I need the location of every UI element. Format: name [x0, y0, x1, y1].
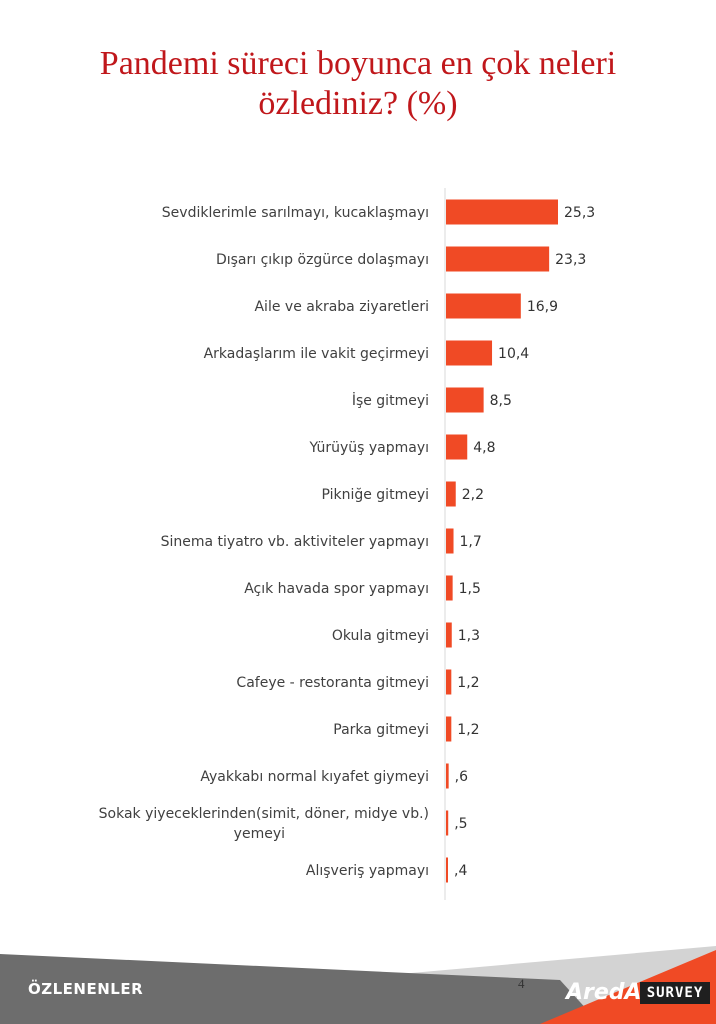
bar-4 — [446, 387, 484, 413]
bar-9 — [446, 622, 452, 648]
category-label-10: Cafeye - restoranta gitmeyi — [236, 675, 429, 691]
bar-7 — [446, 528, 454, 554]
bar-11 — [446, 716, 452, 742]
bar-2 — [446, 293, 521, 319]
value-label-6: 2,2 — [462, 487, 484, 503]
bar-0 — [446, 199, 558, 225]
value-label-9: 1,3 — [458, 628, 480, 644]
category-label-13: Sokak yiyeceklerinden(simit, döner, midy… — [99, 806, 429, 842]
value-label-14: ,4 — [454, 863, 467, 879]
brand-logo-text: ArеdA — [566, 980, 642, 1005]
category-label-5: Yürüyüş yapmayı — [309, 440, 430, 456]
bar-14 — [446, 857, 448, 883]
chart-title-line-1: Pandemi süreci boyunca en çok neleri — [99, 45, 617, 82]
chart-title: Pandemi süreci boyunca en çok neleri özl… — [40, 44, 676, 124]
bar-6 — [446, 481, 456, 507]
section-label: ÖZLENENLER — [28, 980, 144, 998]
value-label-11: 1,2 — [457, 722, 479, 738]
value-label-3: 10,4 — [498, 346, 529, 362]
category-label-9: Okula gitmeyi — [332, 628, 429, 644]
bar-12 — [446, 763, 449, 789]
category-label-6: Pikniğe gitmeyi — [321, 487, 429, 503]
footer-accent-shape — [540, 950, 716, 1024]
bar-chart: Sevdiklerimle sarılmayı, kucaklaşmayı Dış… — [99, 188, 595, 900]
value-label-12: ,6 — [455, 769, 468, 785]
category-label-7: Sinema tiyatro vb. aktiviteler yapmayı — [161, 534, 429, 550]
footer-band — [0, 946, 716, 1024]
brand-survey-badge: SURVEY — [640, 982, 710, 1004]
page-number: 4 — [518, 976, 525, 991]
category-label-4: İşe gitmeyi — [352, 391, 429, 409]
value-label-8: 1,5 — [459, 581, 481, 597]
bar-10 — [446, 669, 452, 695]
value-label-2: 16,9 — [527, 299, 558, 315]
value-label-7: 1,7 — [460, 534, 482, 550]
category-labels-group: Sevdiklerimle sarılmayı, kucaklaşmayı Dış… — [99, 205, 429, 879]
value-labels-group: 25,3 23,3 16,9 10,4 8,5 4,8 2,2 1,7 1,5 1,3 1,2 1,2… — [454, 205, 595, 879]
bar-5 — [446, 434, 468, 460]
footer-dark-shape — [0, 954, 600, 1024]
value-label-4: 8,5 — [490, 393, 512, 409]
value-label-0: 25,3 — [564, 205, 595, 221]
category-label-0: Sevdiklerimle sarılmayı, kucaklaşmayı — [162, 205, 429, 221]
bar-1 — [446, 246, 550, 272]
category-label-14: Alışveriş yapmayı — [306, 863, 429, 879]
bar-13 — [446, 810, 449, 836]
value-label-10: 1,2 — [457, 675, 479, 691]
category-label-11: Parka gitmeyi — [333, 722, 429, 738]
category-label-3: Arkadaşlarım ile vakit geçirmeyi — [204, 346, 429, 362]
chart-title-line-2: özlediniz? (%) — [258, 85, 458, 122]
bar-8 — [446, 575, 453, 601]
bar-3 — [446, 340, 493, 366]
category-label-1: Dışarı çıkıp özgürce dolaşmayı — [216, 252, 429, 268]
value-label-13: ,5 — [454, 816, 467, 832]
category-label-2: Aile ve akraba ziyaretleri — [254, 299, 429, 315]
value-label-5: 4,8 — [473, 440, 495, 456]
category-label-8: Açık havada spor yapmayı — [244, 581, 429, 597]
category-label-12: Ayakkabı normal kıyafet giymeyi — [200, 769, 429, 785]
bars-group — [446, 199, 558, 883]
value-label-1: 23,3 — [555, 252, 586, 268]
